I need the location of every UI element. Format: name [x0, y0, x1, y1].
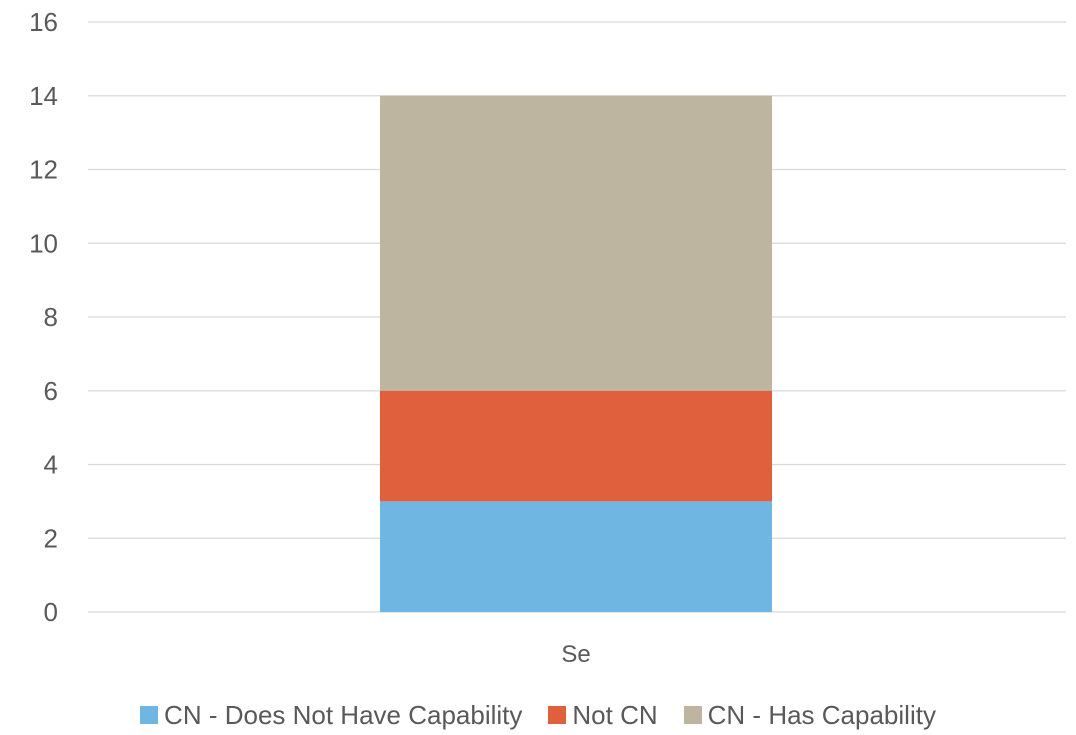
legend-item-not-cn: Not CN — [548, 699, 658, 731]
legend-item-cn-does-not-have-capability: CN - Does Not Have Capability — [140, 700, 522, 731]
x-category-label: Se — [561, 641, 590, 668]
y-tick-label: 16 — [29, 7, 58, 37]
legend-swatch-cn-does-not-have-capability — [140, 706, 159, 724]
y-tick-label: 10 — [29, 228, 58, 258]
legend-item-cn-has-capability: CN - Has Capability — [683, 699, 936, 731]
y-tick-label: 8 — [44, 302, 58, 332]
y-tick-label: 4 — [44, 450, 58, 480]
legend-label: CN - Does Not Have Capability — [164, 699, 523, 730]
chart-plot-area: 0 2 4 6 8 10 12 14 16 Se — [29, 7, 1066, 668]
legend-label: Not CN — [572, 699, 658, 730]
y-tick-label: 6 — [44, 376, 58, 406]
y-tick-label: 0 — [44, 597, 58, 627]
bar-segment-cn-does-not-have-capability — [380, 501, 772, 612]
y-tick-label: 2 — [44, 523, 58, 553]
legend-label: CN - Has Capability — [707, 699, 936, 730]
chart-legend: CN - Does Not Have Capability Not CN CN … — [0, 695, 1076, 735]
bar-segment-cn-has-capability — [380, 95, 772, 391]
legend-swatch-not-cn — [548, 706, 567, 724]
y-tick-label: 12 — [29, 155, 58, 185]
bar-segment-not-cn — [380, 390, 772, 502]
legend-swatch-cn-has-capability — [683, 706, 702, 724]
y-tick-label: 14 — [29, 81, 58, 111]
